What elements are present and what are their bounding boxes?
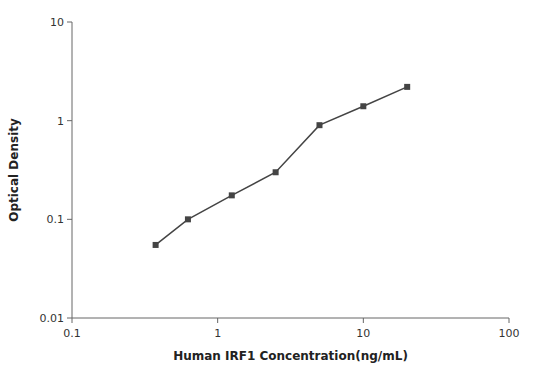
x-tick-label: 1 [214, 327, 221, 340]
plot-area [153, 84, 411, 248]
x-tick-label: 100 [499, 327, 520, 340]
chart-container: 0.1 1 10 100 0.01 0.1 1 10 Human IRF1 Concentrat… [0, 0, 533, 372]
data-point [185, 216, 191, 222]
y-tick [67, 22, 72, 23]
data-line [156, 87, 408, 245]
x-tick-label: 0.1 [63, 327, 81, 340]
y-tick-label: 0.01 [40, 312, 65, 325]
data-point [153, 242, 159, 248]
y-axis-label: Optical Density [7, 118, 21, 222]
chart-svg: 0.1 1 10 100 0.01 0.1 1 10 Human IRF1 Concentrat… [0, 0, 533, 372]
x-tick-label: 10 [356, 327, 370, 340]
y-tick [67, 318, 72, 319]
x-tick [217, 318, 218, 323]
y-axis-line [72, 22, 73, 318]
x-tick [72, 318, 73, 323]
y-tick-label: 10 [50, 16, 64, 29]
data-point [316, 122, 322, 128]
data-point [360, 103, 366, 109]
x-axis-line [72, 318, 509, 319]
data-point [404, 84, 410, 90]
data-point [229, 192, 235, 198]
x-tick [509, 318, 510, 323]
x-axis-label: Human IRF1 Concentration(ng/mL) [173, 349, 408, 363]
y-tick-label: 1 [57, 115, 64, 128]
y-tick [67, 120, 72, 121]
axes: 0.1 1 10 100 0.01 0.1 1 10 [40, 16, 520, 340]
y-tick [67, 219, 72, 220]
x-tick [363, 318, 364, 323]
y-tick-label: 0.1 [47, 213, 65, 226]
data-point [273, 169, 279, 175]
